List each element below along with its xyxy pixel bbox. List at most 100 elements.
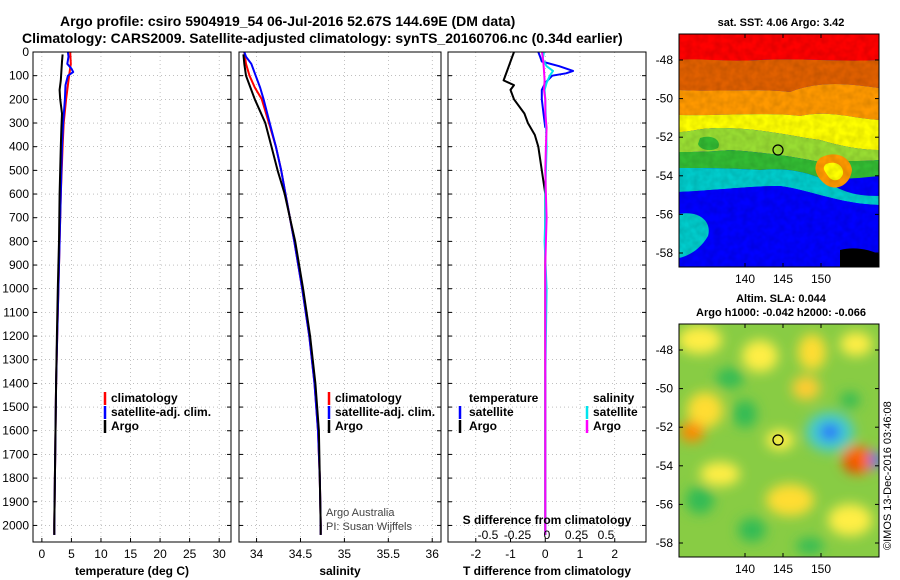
lon-tick-label: 145 xyxy=(773,562,793,576)
difference-plot-frame xyxy=(447,51,647,543)
temperature-series xyxy=(53,51,75,535)
figure-title-line2: Climatology: CARS2009. Satellite-adjuste… xyxy=(22,30,623,46)
lat-tick-label: -56 xyxy=(656,207,674,221)
x-tick-label: 36 xyxy=(426,547,440,561)
series-line-t-satellite xyxy=(537,51,575,128)
series-line-s-argo xyxy=(541,51,548,535)
temperature-legend: climatology satellite-adj. clim. Argo xyxy=(103,391,211,433)
s-diff-tick-label: -0.25 xyxy=(504,528,532,542)
x-tick-label: 35.5 xyxy=(377,547,401,561)
s-difference-xlabel: S difference from climatology xyxy=(463,513,632,527)
lat-tick-label: -50 xyxy=(656,382,674,396)
sla-map-ticks: -48 -50 -52 -54 -56 -58 140 145 150 xyxy=(656,324,879,576)
lat-tick-label: -52 xyxy=(656,130,674,144)
sla-map-title2: Argo h1000: -0.042 h2000: -0.066 xyxy=(696,307,866,319)
x-tick-label: 15 xyxy=(124,547,138,561)
difference-panel: -2 -1 0 1 2 temperature satellite Argo salin… xyxy=(447,51,647,578)
temperature-panel: 0100200300400500600700800900100011001200… xyxy=(2,45,232,578)
credit-line2: PI: Susan Wijffels xyxy=(326,521,412,533)
x-tick-label: -1 xyxy=(505,547,516,561)
depth-tick-label: 1700 xyxy=(2,447,29,461)
x-tick-label: 35 xyxy=(338,547,352,561)
lat-tick-label: -48 xyxy=(656,53,674,67)
depth-tick-label: 1000 xyxy=(2,282,29,296)
sst-map-ticks: -48 -50 -52 -54 -56 -58 140 145 150 xyxy=(656,34,879,286)
x-tick-label: 25 xyxy=(183,547,197,561)
difference-legend: temperature satellite Argo salinity sate… xyxy=(458,391,638,433)
x-tick-label: 1 xyxy=(577,547,584,561)
series-line-argo xyxy=(242,54,322,535)
legend-salinity-header: salinity xyxy=(593,391,635,405)
lat-tick-label: -54 xyxy=(656,459,674,473)
depth-tick-label: 800 xyxy=(9,234,29,248)
lon-tick-label: 140 xyxy=(735,562,755,576)
depth-tick-label: 1600 xyxy=(2,424,29,438)
sst-map-image xyxy=(679,34,879,267)
s-diff-tick-label: 0 xyxy=(544,528,551,542)
depth-tick-label: 0 xyxy=(22,45,29,59)
salinity-series xyxy=(242,51,322,535)
s-diff-tick-label: -0.5 xyxy=(478,528,499,542)
lat-tick-label: -50 xyxy=(656,92,674,106)
lon-tick-label: 145 xyxy=(773,272,793,286)
temperature-plot-frame xyxy=(32,51,232,543)
salinity-ticks: 34 34.5 35 35.5 36 xyxy=(239,51,441,561)
lat-tick-label: -58 xyxy=(656,246,674,260)
legend-temperature-header: temperature xyxy=(469,391,539,405)
lat-tick-label: -58 xyxy=(656,536,674,550)
creation-timestamp: ©IMOS 13-Dec-2016 03:46:08 xyxy=(882,401,894,550)
lat-tick-label: -52 xyxy=(656,420,674,434)
x-tick-label: 10 xyxy=(94,547,108,561)
s-diff-tick-label: 0.25 xyxy=(565,528,589,542)
depth-tick-label: 1900 xyxy=(2,495,29,509)
depth-tick-label: 400 xyxy=(9,140,29,154)
sst-map: sat. SST: 4.06 Argo: 3.42 -48 -50 -52 -54 -5… xyxy=(656,17,880,286)
x-tick-label: 20 xyxy=(153,547,167,561)
salinity-legend: climatology satellite-adj. clim. Argo xyxy=(327,391,435,433)
series-line-t-argo xyxy=(502,51,547,535)
depth-tick-label: 600 xyxy=(9,187,29,201)
depth-tick-label: 1400 xyxy=(2,376,29,390)
sla-map-frame xyxy=(678,323,880,558)
temperature-xlabel: temperature (deg C) xyxy=(75,564,189,578)
figure-title-line1: Argo profile: csiro 5904919_54 06-Jul-20… xyxy=(60,13,515,29)
x-tick-label: 5 xyxy=(68,547,75,561)
legend-t-satellite-label: satellite xyxy=(469,405,514,419)
legend-argo-label: Argo xyxy=(111,419,139,433)
x-tick-label: 0 xyxy=(39,547,46,561)
legend-climatology-label: climatology xyxy=(335,391,402,405)
salinity-panel: 34 34.5 35 35.5 36 climatology satellite-adj… xyxy=(238,51,442,578)
legend-satellite-label: satellite-adj. clim. xyxy=(335,405,435,419)
sla-map-image xyxy=(679,324,879,557)
depth-tick-label: 1300 xyxy=(2,353,29,367)
series-line-argo xyxy=(53,54,64,535)
lat-tick-label: -54 xyxy=(656,169,674,183)
depth-tick-label: 500 xyxy=(9,163,29,177)
lat-tick-label: -56 xyxy=(656,497,674,511)
s-diff-tick-label: 0.5 xyxy=(598,528,615,542)
depth-tick-label: 2000 xyxy=(2,518,29,532)
depth-tick-label: 1800 xyxy=(2,471,29,485)
depth-tick-label: 300 xyxy=(9,116,29,130)
depth-tick-label: 1500 xyxy=(2,400,29,414)
sla-map-title1: Altim. SLA: 0.044 xyxy=(736,293,827,305)
lat-tick-label: -48 xyxy=(656,343,674,357)
depth-tick-label: 900 xyxy=(9,258,29,272)
lon-tick-label: 150 xyxy=(811,272,831,286)
depth-tick-label: 200 xyxy=(9,92,29,106)
depth-tick-label: 1200 xyxy=(2,329,29,343)
depth-tick-label: 700 xyxy=(9,211,29,225)
lon-tick-label: 140 xyxy=(735,272,755,286)
legend-s-argo-label: Argo xyxy=(593,419,621,433)
credit-line1: Argo Australia xyxy=(326,507,395,519)
temperature-grid xyxy=(33,51,231,542)
s-difference-ticks: -0.5 -0.25 0 0.25 0.5 xyxy=(478,528,615,542)
difference-ticks: -2 -1 0 1 2 xyxy=(448,51,646,561)
legend-satellite-label: satellite-adj. clim. xyxy=(111,405,211,419)
difference-series xyxy=(502,51,575,535)
series-line-satellite-adj-clim- xyxy=(243,51,322,535)
legend-argo-label: Argo xyxy=(335,419,363,433)
x-tick-label: 34.5 xyxy=(289,547,313,561)
depth-tick-label: 100 xyxy=(9,69,29,83)
